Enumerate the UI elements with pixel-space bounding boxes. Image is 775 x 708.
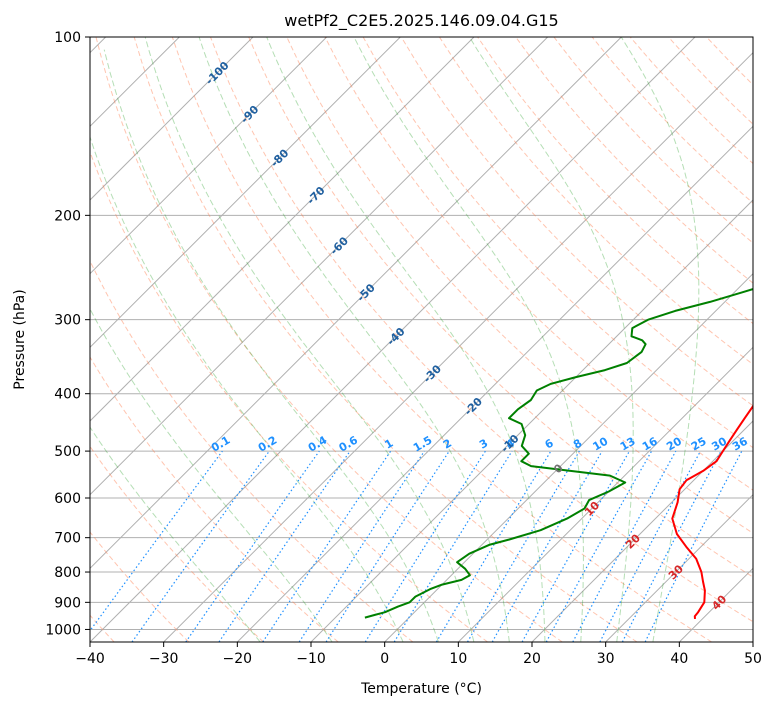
mixing-ratio-line — [644, 450, 743, 642]
mixing-ratio-line — [325, 450, 450, 642]
x-tick-label: −30 — [149, 651, 179, 667]
y-tick-label: 200 — [54, 208, 81, 224]
moist-adiabat — [620, 37, 700, 642]
x-tick-label: −10 — [296, 651, 326, 667]
isotherm-line — [752, 641, 753, 642]
moist-adiabat — [198, 37, 510, 642]
y-tick-label: 100 — [54, 30, 81, 46]
line-labels: 0.1 0.2 0.4 0.6 1 1.5 2 3 4 6 8 10 13 16 20 25 30 36-100-… — [203, 59, 750, 613]
mixing-ratio-line — [185, 450, 320, 642]
isotherm-line — [605, 493, 753, 642]
isotherm-line — [90, 37, 549, 496]
dry-adiabats — [90, 37, 753, 642]
moist-adiabat — [353, 37, 584, 642]
dry-adiabat — [248, 37, 753, 578]
x-tick-label: 40 — [670, 651, 688, 667]
y-tick-label: 1000 — [45, 622, 81, 638]
x-axis-title: Temperature (°C) — [360, 681, 482, 697]
x-tick-label: −20 — [223, 651, 253, 667]
background-grid — [90, 37, 753, 642]
mixing-ratio-line — [218, 450, 351, 642]
dry-adiabat — [95, 37, 563, 642]
isotherm-line — [163, 51, 753, 642]
dry-adiabat — [171, 37, 712, 642]
dry-adiabat — [515, 37, 753, 284]
x-tick-label: 0 — [380, 651, 389, 667]
chart-title: wetPf2_C2E5.2025.146.09.04.G15 — [284, 11, 558, 31]
moist-adiabat — [144, 37, 475, 642]
mixing-ratio-line — [572, 450, 677, 642]
axes: −40 −30 −20 −10 0 10 20 30 40 50 100 200 300 400 500 60… — [45, 30, 762, 667]
dry-adiabat — [438, 37, 753, 366]
dry-adiabat — [553, 37, 753, 244]
x-tick-label: 20 — [523, 651, 541, 667]
dry-adiabat — [210, 37, 753, 623]
isotherm-line — [531, 420, 753, 642]
y-tick-label: 900 — [54, 595, 81, 611]
moist-adiabat — [90, 426, 261, 642]
isotherm-line — [678, 567, 753, 642]
dry-adiabat — [477, 37, 753, 325]
mixing-ratio-label: 2 — [441, 437, 454, 452]
dry-adiabat — [400, 37, 753, 407]
dry-adiabat — [362, 37, 753, 449]
moist-adiabat — [469, 37, 634, 642]
x-tick-label: 30 — [597, 651, 615, 667]
dry-adiabat — [90, 531, 190, 642]
y-tick-label: 500 — [54, 444, 81, 460]
isotherm-line — [310, 199, 753, 642]
moist-adiabat — [266, 37, 546, 642]
moist-adiabat — [103, 49, 439, 642]
y-tick-label: 800 — [54, 565, 81, 581]
dry-adiabat — [90, 356, 339, 642]
isotherm-label: -100 — [203, 59, 232, 88]
dry-adiabat — [133, 37, 638, 642]
mixing-ratio-line — [90, 450, 223, 632]
dry-adiabat — [591, 37, 753, 204]
isotherm-line — [90, 37, 475, 422]
x-tick-label: 10 — [449, 651, 467, 667]
isotherm-line — [90, 37, 401, 349]
isotherm-line — [90, 37, 696, 642]
mixing-ratio-label: 1 — [382, 437, 395, 452]
mixing-ratio-lines — [90, 450, 743, 642]
isotherm-line — [90, 37, 254, 201]
mixing-ratio-line — [545, 450, 653, 642]
mixing-ratio-line — [262, 450, 392, 642]
isotherm-line — [236, 125, 753, 642]
isotherm-line — [457, 346, 753, 642]
x-tick-label: 50 — [744, 651, 762, 667]
y-tick-label: 400 — [54, 387, 81, 403]
mixing-ratio-line — [435, 450, 552, 642]
temperature-profile-line — [671, 403, 753, 619]
dry-adiabat — [90, 259, 414, 642]
mixing-ratio-label: 3 — [477, 437, 490, 452]
x-tick-label: −40 — [75, 651, 105, 667]
mixing-ratio-line — [298, 450, 425, 642]
moist-adiabat — [90, 135, 404, 642]
dry-adiabat — [90, 445, 264, 642]
y-tick-label: 600 — [54, 491, 81, 507]
profile-series — [364, 288, 753, 619]
dry-adiabat — [324, 37, 753, 491]
plot-frame — [89, 36, 754, 643]
y-axis-title: Pressure (hPa) — [12, 289, 28, 389]
y-tick-label: 300 — [54, 313, 81, 329]
mixing-ratio-line — [131, 450, 270, 642]
isotherm-line — [384, 272, 753, 642]
dewpoint-profile-line — [364, 288, 753, 619]
isotherm-label: -90 — [238, 103, 261, 126]
dry-adiabat — [706, 37, 753, 86]
mixing-ratio-line — [393, 450, 513, 642]
isotherm-line — [90, 37, 622, 570]
moist-adiabat — [90, 308, 333, 642]
dry-adiabat — [668, 37, 753, 125]
y-tick-label: 700 — [54, 531, 81, 547]
dry-adiabat — [90, 150, 488, 642]
mixing-ratio-label: 6 — [543, 436, 556, 451]
isotherm-line — [90, 37, 328, 275]
